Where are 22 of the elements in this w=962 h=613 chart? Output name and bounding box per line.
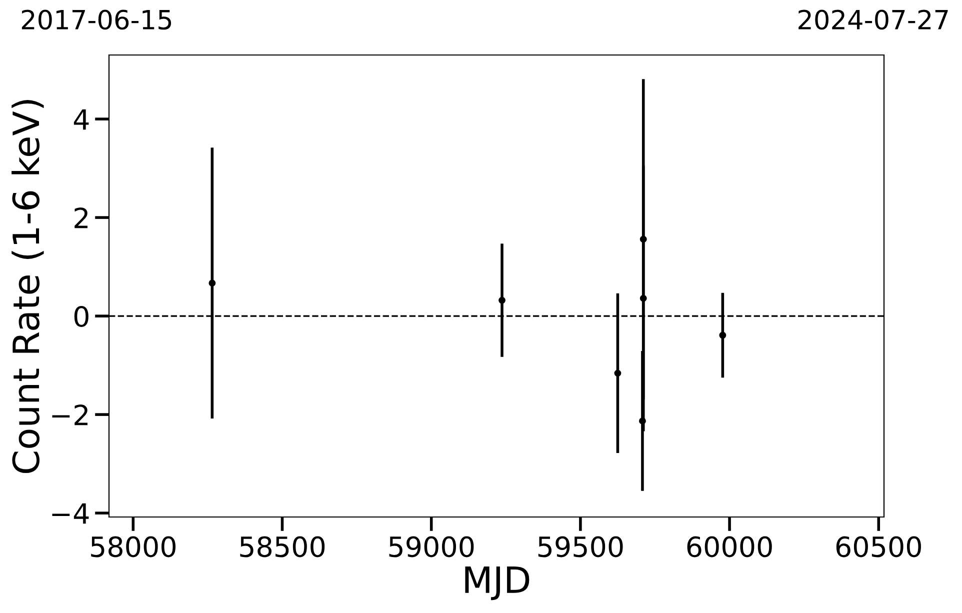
y-tick-label: 0 (74, 306, 88, 327)
point (208, 280, 216, 287)
point (614, 370, 622, 377)
point (640, 294, 647, 302)
y-tick-label: −4 (52, 503, 89, 524)
x-tick-label: 60000 (687, 536, 772, 558)
x-tick-label: 59000 (389, 536, 474, 558)
y-tick-label: 4 (74, 109, 89, 130)
x-tick-label: 59500 (538, 536, 623, 558)
x-tick-label: 58000 (91, 536, 176, 558)
text: 2024-07-27 (798, 10, 948, 30)
x-axis-title: MJD (465, 566, 530, 600)
y-tick-label: 2 (74, 207, 88, 228)
point (719, 332, 726, 339)
point (640, 236, 647, 243)
text: 2017-06-15 (22, 10, 172, 30)
point (638, 417, 646, 424)
y-tick-label: −2 (52, 404, 88, 426)
y-axis-title: Count Rate (1-6 keV) (12, 100, 44, 474)
point (498, 296, 506, 304)
x-tick-label: 58500 (240, 536, 325, 558)
x-tick-label: 60500 (836, 536, 921, 558)
